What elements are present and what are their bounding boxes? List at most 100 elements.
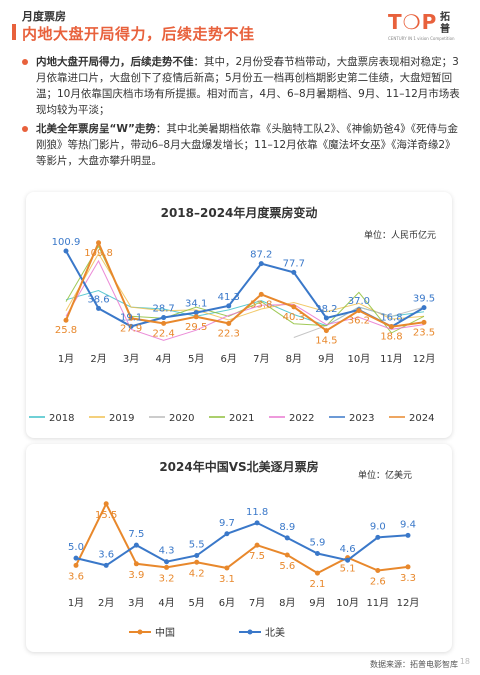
data-label: 14.5 [315, 336, 337, 347]
data-point-北美 [103, 562, 109, 568]
chart-title: 2018–2024年月度票房变动 [160, 206, 318, 220]
data-label: 3.1 [219, 574, 235, 585]
data-point-2023 [421, 305, 427, 311]
logo-mark: T❍P [388, 10, 438, 34]
data-label: 8.9 [279, 522, 295, 533]
data-point-2023 [291, 269, 297, 275]
x-tick-label: 9月 [309, 597, 325, 609]
chart-unit: 单位：人民币亿元 [363, 231, 436, 241]
data-point-2024 [161, 320, 167, 326]
data-point-2024 [96, 240, 102, 246]
legend-label-中国: 中国 [155, 626, 175, 639]
data-label: 4.3 [159, 546, 175, 557]
data-point-北美 [254, 520, 260, 526]
data-point-北美 [224, 531, 230, 537]
data-label: 37.0 [348, 296, 370, 307]
data-label: 41.3 [218, 292, 240, 303]
data-point-中国 [405, 564, 411, 570]
x-tick-label: 3月 [128, 597, 144, 609]
x-tick-label: 6月 [219, 597, 235, 609]
line-chart-2018-2024: 1月 2月 3月 4月 5月 6月 7月 8月 9月 10月 11月 12月 100.9 38.6 19.1… [29, 237, 435, 424]
data-label: 7.5 [249, 551, 265, 562]
data-point-2023 [96, 305, 102, 311]
data-point-中国 [375, 568, 381, 574]
bullet-lead: 内地大盘开局得力，后续走势不佳 [36, 56, 194, 68]
data-label: 34.1 [185, 299, 207, 310]
data-point-2024 [226, 320, 232, 326]
data-label: 5.9 [310, 537, 326, 548]
data-label: 28.2 [315, 304, 337, 315]
data-label: 9.4 [400, 519, 416, 530]
bullet-item: 内地大盘开局得力，后续走势不佳：其中，2月份受春节档带动，大盘票房表现相对稳定；… [22, 54, 464, 118]
chart-card-monthly-boxoffice: 2018–2024年月度票房变动 单位：人民币亿元 1月 2月 3月 4月 5月 6月 7月… [26, 192, 452, 438]
legend-label-2022: 2022 [289, 413, 314, 424]
data-point-中国 [194, 559, 200, 565]
x-tick-label: 7月 [253, 353, 269, 365]
data-point-中国 [164, 564, 170, 570]
data-label: 9.0 [370, 521, 386, 532]
data-label: 109.8 [84, 248, 113, 259]
legend-label-2020: 2020 [169, 413, 194, 424]
data-source: 数据来源：拓普电影智库 [370, 660, 458, 669]
chart-unit: 单位：亿美元 [357, 471, 412, 481]
data-label: 100.9 [52, 237, 81, 248]
chart-card-china-vs-na: 2024年中国VS北美逐月票房 单位：亿美元 1月 2月 3月 4月 5月 6月 7月 8月 9… [26, 444, 452, 652]
data-point-2023 [323, 315, 329, 321]
data-label: 22.4 [153, 328, 175, 339]
data-label: 36.2 [348, 316, 370, 327]
data-point-北美 [133, 542, 139, 548]
x-tick-label: 1月 [68, 597, 84, 609]
data-point-2023 [161, 315, 167, 321]
line-chart-china-vs-na: 1月 2月 3月 4月 5月 6月 7月 8月 9月 10月 11月 12月 3.6 15.5 3.9 3.2… [68, 501, 420, 639]
data-label: 53.8 [250, 299, 272, 310]
data-point-2023 [258, 261, 264, 267]
bullet-dot-icon [22, 59, 28, 65]
x-tick-label: 11月 [380, 353, 403, 365]
bullet-lead: 北美全年票房呈“W”走势 [36, 123, 156, 135]
data-label: 5.6 [279, 561, 295, 572]
x-tick-label: 4月 [155, 353, 171, 365]
data-label: 3.2 [159, 573, 175, 584]
data-label: 38.6 [87, 294, 109, 305]
data-point-2024 [421, 319, 427, 325]
data-point-2024 [193, 314, 199, 320]
series-line-2024 [65, 240, 425, 332]
x-tick-label: 12月 [397, 597, 420, 609]
data-label: 3.3 [400, 573, 416, 584]
data-label: 5.1 [340, 564, 356, 575]
series-line-2022 [65, 259, 425, 341]
data-point-2023 [226, 303, 232, 309]
x-tick-label: 8月 [279, 597, 295, 609]
x-tick-label: 2月 [90, 353, 106, 365]
page-number: 18 [459, 657, 470, 666]
data-point-中国 [224, 565, 230, 571]
data-label: 9.7 [219, 518, 235, 529]
data-point-中国 [284, 552, 290, 558]
series-line-2020 [293, 306, 425, 338]
x-tick-label: 6月 [221, 353, 237, 365]
data-point-北美 [284, 535, 290, 541]
data-label: 39.5 [413, 294, 435, 305]
series-line-2019 [65, 252, 425, 321]
data-point-2024 [291, 304, 297, 310]
data-point-2024 [388, 324, 394, 330]
logo-chinese-name: 拓普 [440, 12, 450, 35]
data-point-中国 [133, 561, 139, 567]
x-tick-label: 7月 [249, 597, 265, 609]
data-label: 4.2 [189, 568, 205, 579]
data-point-北美 [345, 557, 351, 563]
legend-label-2019: 2019 [109, 413, 134, 424]
data-label: 77.7 [283, 258, 305, 269]
data-point-北美 [405, 532, 411, 538]
data-label: 3.6 [98, 549, 114, 560]
data-label: 29.5 [185, 322, 207, 333]
data-label: 2.6 [370, 577, 386, 588]
summary-bullets: 内地大盘开局得力，后续走势不佳：其中，2月份受春节档带动，大盘票房表现相对稳定；… [22, 54, 464, 172]
data-label: 3.9 [128, 570, 144, 581]
data-point-中国 [73, 562, 79, 568]
x-tick-label: 10月 [348, 353, 371, 365]
data-label: 16.8 [380, 313, 402, 324]
legend-label-2018: 2018 [49, 413, 74, 424]
x-tick-label: 5月 [189, 597, 205, 609]
data-point-2024 [258, 291, 264, 297]
